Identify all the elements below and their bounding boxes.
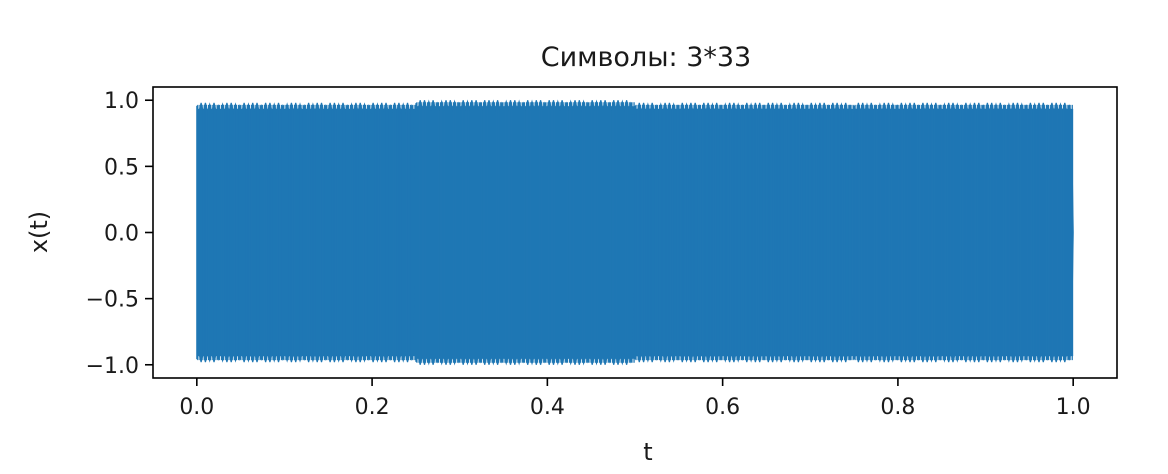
x-tick-label: 0.8 bbox=[880, 395, 915, 420]
y-tick-label: −0.5 bbox=[86, 288, 139, 313]
y-tick-label: −1.0 bbox=[86, 354, 139, 379]
x-tick-label: 0.6 bbox=[705, 395, 740, 420]
x-tick-label: 0.2 bbox=[355, 395, 390, 420]
x-axis-label: t bbox=[643, 438, 652, 466]
x-tick-label: 0.0 bbox=[179, 395, 214, 420]
y-axis-label: x(t) bbox=[25, 211, 53, 253]
x-tick-label: 1.0 bbox=[1056, 395, 1091, 420]
y-tick-label: 0.0 bbox=[104, 222, 139, 247]
chart-title: Символы: 3*33 bbox=[541, 42, 752, 73]
x-axis: 0.0 0.2 0.4 0.6 0.8 1.0 bbox=[179, 378, 1091, 420]
x-tick-label: 0.4 bbox=[530, 395, 565, 420]
series-layer bbox=[196, 99, 1074, 366]
y-tick-label: 0.5 bbox=[104, 155, 139, 180]
y-tick-label: 1.0 bbox=[104, 89, 139, 114]
y-axis: −1.0 −0.5 0.0 0.5 1.0 bbox=[86, 89, 153, 379]
